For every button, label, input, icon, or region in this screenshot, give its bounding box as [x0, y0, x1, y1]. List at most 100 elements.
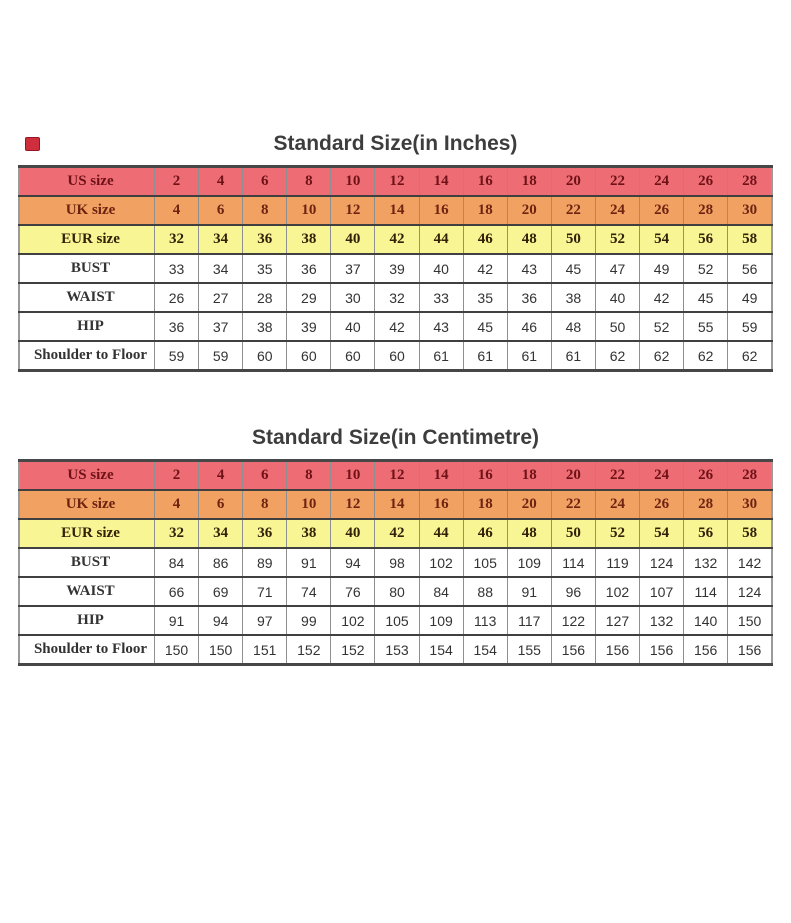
size-value-cell: 109	[506, 547, 552, 577]
size-value-cell: 45	[683, 282, 728, 312]
size-value-cell: 22	[550, 489, 596, 519]
size-value-cell: 91	[286, 547, 331, 577]
table-row: WAIST 66 69 71 74 76 80 84 88 91 96 102 107 114 124	[19, 576, 772, 606]
size-value-cell: 30	[727, 489, 772, 519]
size-value-cell: 8	[242, 195, 287, 225]
size-value-cell: 35	[462, 282, 508, 312]
size-value-cell: 105	[374, 605, 420, 635]
size-value-cell: 74	[286, 576, 331, 606]
size-value-cell: 16	[418, 195, 464, 225]
size-value-cell: 35	[242, 253, 287, 283]
size-value-cell: 26	[683, 460, 728, 490]
size-value-cell: 105	[462, 547, 508, 577]
size-value-cell: 54	[639, 518, 684, 548]
size-value-cell: 36	[242, 518, 287, 548]
size-value-cell: 36	[506, 282, 552, 312]
size-value-cell: 156	[727, 634, 772, 665]
size-value-cell: 40	[418, 253, 464, 283]
size-value-cell: 47	[594, 253, 640, 283]
size-table-inches: US size 2 4 6 8 10 12 14 16 18 20 22 24 26 28 UK size 4 6…	[18, 165, 773, 372]
size-value-cell: 60	[242, 340, 287, 371]
size-value-cell: 48	[506, 224, 552, 254]
size-value-cell: 59	[727, 311, 772, 341]
size-value-cell: 124	[727, 576, 772, 606]
size-value-cell: 18	[506, 166, 552, 196]
size-value-cell: 12	[374, 166, 420, 196]
size-value-cell: 86	[198, 547, 243, 577]
size-value-cell: 71	[242, 576, 287, 606]
table-row: EUR size 32 34 36 38 40 42 44 46 48 50 52 54 56 58	[19, 518, 772, 548]
size-value-cell: 114	[683, 576, 728, 606]
size-value-cell: 29	[286, 282, 331, 312]
size-value-cell: 28	[727, 460, 772, 490]
size-value-cell: 32	[153, 224, 199, 254]
size-value-cell: 132	[683, 547, 728, 577]
size-value-cell: 62	[594, 340, 640, 371]
size-value-cell: 151	[242, 634, 287, 665]
size-value-cell: 153	[374, 634, 420, 665]
size-value-cell: 28	[683, 489, 728, 519]
row-label: EUR size	[19, 518, 155, 548]
size-value-cell: 91	[153, 605, 199, 635]
size-value-cell: 28	[727, 166, 772, 196]
size-value-cell: 155	[506, 634, 552, 665]
size-value-cell: 46	[462, 518, 508, 548]
size-value-cell: 30	[330, 282, 375, 312]
size-value-cell: 30	[727, 195, 772, 225]
size-value-cell: 26	[153, 282, 199, 312]
size-value-cell: 40	[330, 224, 375, 254]
size-value-cell: 54	[639, 224, 684, 254]
size-value-cell: 26	[639, 489, 684, 519]
row-label: UK size	[19, 195, 155, 225]
broken-image-icon	[25, 137, 40, 151]
size-value-cell: 22	[594, 166, 640, 196]
table-row: US size 2 4 6 8 10 12 14 16 18 20 22 24 26 28	[19, 166, 772, 196]
size-value-cell: 24	[594, 489, 640, 519]
size-value-cell: 26	[683, 166, 728, 196]
size-value-cell: 20	[506, 489, 552, 519]
size-value-cell: 50	[594, 311, 640, 341]
size-value-cell: 80	[374, 576, 420, 606]
table-row: Shoulder to Floor 59 59 60 60 60 60 61 61 61 61 62 6…	[19, 340, 772, 371]
size-value-cell: 14	[374, 489, 420, 519]
table-row: HIP 91 94 97 99 102 105 109 113 117 122 127 132 140 15…	[19, 605, 772, 635]
size-value-cell: 6	[242, 166, 287, 196]
size-value-cell: 76	[330, 576, 375, 606]
size-value-cell: 152	[286, 634, 331, 665]
size-value-cell: 94	[198, 605, 243, 635]
size-value-cell: 62	[727, 340, 772, 371]
size-value-cell: 156	[594, 634, 640, 665]
size-value-cell: 4	[198, 460, 243, 490]
size-value-cell: 117	[506, 605, 552, 635]
size-value-cell: 60	[374, 340, 420, 371]
size-value-cell: 114	[550, 547, 596, 577]
size-value-cell: 50	[550, 224, 596, 254]
size-value-cell: 42	[374, 518, 420, 548]
size-value-cell: 34	[198, 253, 243, 283]
size-value-cell: 28	[683, 195, 728, 225]
size-value-cell: 2	[153, 166, 199, 196]
size-value-cell: 84	[153, 547, 199, 577]
size-value-cell: 55	[683, 311, 728, 341]
size-value-cell: 52	[639, 311, 684, 341]
size-value-cell: 6	[242, 460, 287, 490]
size-value-cell: 46	[462, 224, 508, 254]
row-label: Shoulder to Floor	[19, 634, 155, 665]
size-value-cell: 10	[286, 195, 331, 225]
size-value-cell: 50	[550, 518, 596, 548]
size-value-cell: 16	[418, 489, 464, 519]
size-value-cell: 88	[462, 576, 508, 606]
size-chart-centimetre-title: Standard Size(in Centimetre)	[251, 426, 540, 449]
table-row: BUST 84 86 89 91 94 98 102 105 109 114 119 124 132 142	[19, 547, 772, 577]
size-value-cell: 56	[683, 518, 728, 548]
size-value-cell: 156	[550, 634, 596, 665]
size-value-cell: 32	[374, 282, 420, 312]
size-value-cell: 43	[506, 253, 552, 283]
size-value-cell: 62	[639, 340, 684, 371]
size-value-cell: 94	[330, 547, 375, 577]
size-value-cell: 49	[639, 253, 684, 283]
size-value-cell: 40	[594, 282, 640, 312]
row-label: WAIST	[19, 282, 155, 312]
size-value-cell: 24	[594, 195, 640, 225]
size-value-cell: 52	[594, 518, 640, 548]
